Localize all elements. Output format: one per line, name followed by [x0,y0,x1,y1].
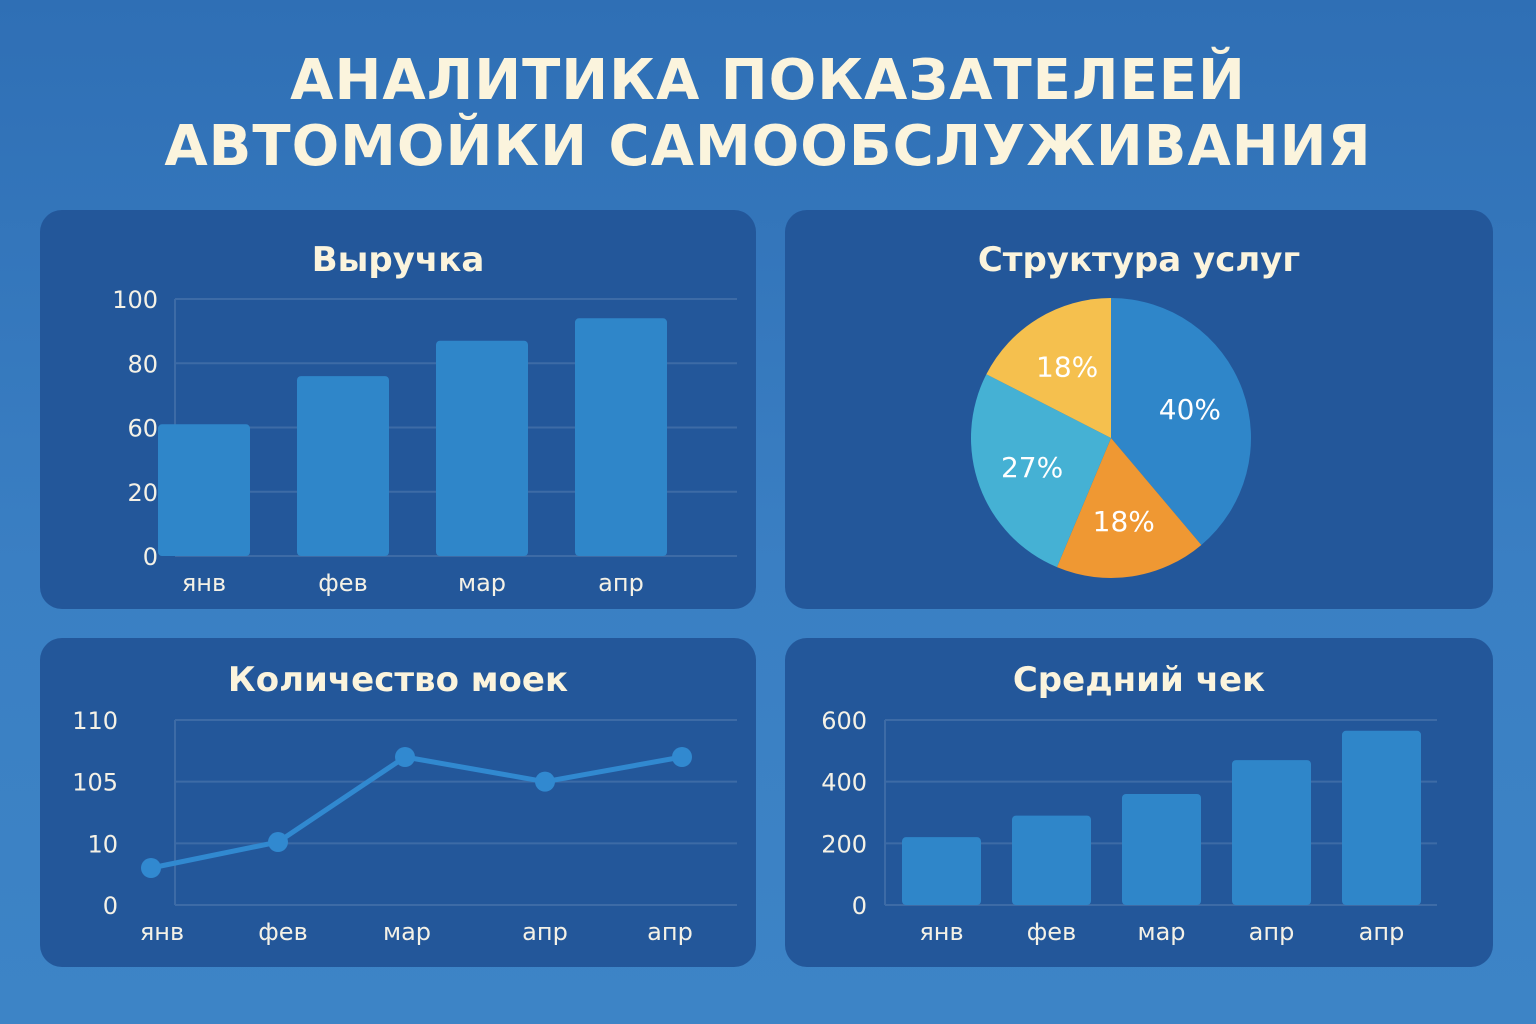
y-tick-label: 60 [127,415,158,443]
y-tick-label: 0 [103,892,118,920]
x-tick-label: мар [383,918,431,946]
y-tick-label: 105 [72,769,118,797]
pie-slice [1111,298,1251,545]
x-tick-label: фев [1027,918,1076,946]
data-point [141,858,161,878]
avg-check-card: Средний чек 600 400 200 0 янв фев мар апр апр [785,638,1493,967]
pie-slice [1056,438,1202,578]
y-tick-label: 80 [127,350,158,378]
revenue-card: Выручка 100 80 60 20 0 янв фев мар апр [40,210,756,609]
x-tick-label: фев [318,569,367,597]
data-point [395,747,415,767]
x-tick-label: фев [258,918,307,946]
x-tick-label: мар [1137,918,1185,946]
slice-label: 18% [1093,505,1155,538]
washes-chart-title: Количество моек [227,660,569,700]
revenue-chart: 100 80 60 20 0 янв фев мар апр [112,286,737,597]
y-tick-label: 600 [821,707,867,735]
x-tick-label: мар [458,569,506,597]
page-title-line-1: АНАЛИТИКА ПОКАЗАТЕЛЕЕЙ [290,48,1246,113]
services-card: Структура услуг 40% 18% 27% 18% [785,210,1493,609]
bar [297,376,389,556]
bar [1122,794,1201,905]
bar [1342,730,1421,905]
x-tick-label: янв [140,918,184,946]
revenue-chart-title: Выручка [311,240,485,280]
bar [436,340,528,556]
y-tick-label: 10 [87,830,118,858]
y-tick-label: 400 [821,769,867,797]
y-tick-label: 200 [821,830,867,858]
slice-label: 40% [1159,393,1221,426]
services-chart: 40% 18% 27% 18% [971,298,1251,578]
y-tick-label: 0 [852,892,867,920]
bar [1232,760,1311,905]
avg-check-chart-title: Средний чек [1012,660,1266,700]
bar [1012,815,1091,905]
services-chart-title: Структура услуг [977,240,1301,280]
x-tick-label: апр [1249,918,1295,946]
y-tick-label: 100 [112,286,158,314]
x-tick-label: янв [182,569,226,597]
series-line [150,754,683,871]
data-point [535,771,555,792]
y-tick-label: 110 [72,707,118,735]
slice-label: 27% [1001,451,1063,484]
bar [158,424,250,556]
data-point [672,747,692,767]
avg-check-chart: 600 400 200 0 янв фев мар апр апр [821,707,1437,946]
slice-label: 18% [1036,350,1098,383]
x-tick-label: апр [647,918,693,946]
page-title: АНАЛИТИКА ПОКАЗАТЕЛЕЕЙ АВТОМОЙКИ САМООБС… [0,48,1536,180]
bar [902,837,981,905]
y-tick-label: 20 [127,479,158,507]
pie-slice [971,374,1111,568]
page-title-line-2: АВТОМОЙКИ САМООБСЛУЖИВАНИЯ [164,114,1372,179]
bar [575,318,667,556]
washes-card: Количество моек 110 105 10 0 янв фев мар апр апр [40,638,756,967]
x-tick-label: янв [919,918,963,946]
x-tick-label: апр [1359,918,1405,946]
x-tick-label: апр [598,569,644,597]
y-tick-label: 0 [143,543,158,571]
data-point [268,832,288,853]
x-tick-label: апр [522,918,568,946]
pie-slice [986,298,1111,438]
